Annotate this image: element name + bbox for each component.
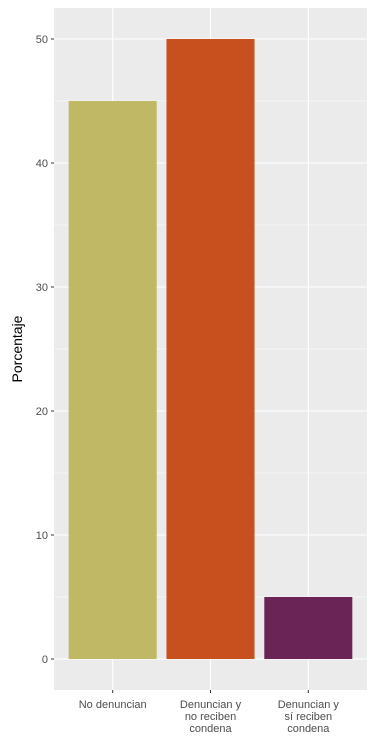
x-tick-label-line: condena [189, 723, 232, 735]
x-tick-label: No denuncian [79, 699, 147, 711]
bar [166, 39, 255, 659]
y-tick-label: 10 [36, 530, 48, 542]
y-tick-label: 30 [36, 282, 48, 294]
x-tick-label-line: no reciben [185, 711, 236, 723]
y-tick-label: 0 [42, 654, 48, 666]
y-tick-label: 20 [36, 406, 48, 418]
y-tick-label: 40 [36, 158, 48, 170]
bars [68, 39, 353, 659]
bar [264, 597, 353, 659]
x-tick-label: Denuncian y no reciben condena [180, 699, 242, 735]
x-tick-label-line: Denuncian y [278, 699, 340, 711]
x-axis-ticks: No denuncian Denuncian y no reciben condena… [79, 690, 340, 735]
bar [68, 101, 157, 659]
x-tick-label-line: sí reciben [284, 711, 332, 723]
y-tick-label: 50 [36, 34, 48, 46]
x-tick-label-line: condena [287, 723, 330, 735]
x-tick-label-line: Denuncian y [180, 699, 242, 711]
y-axis-ticks: 0 10 20 30 40 50 [36, 34, 54, 666]
x-tick-label: Denuncian y sí reciben condena [278, 699, 340, 735]
x-tick-label-line: No denuncian [79, 699, 147, 711]
y-axis-title: Porcentaje [9, 315, 25, 382]
